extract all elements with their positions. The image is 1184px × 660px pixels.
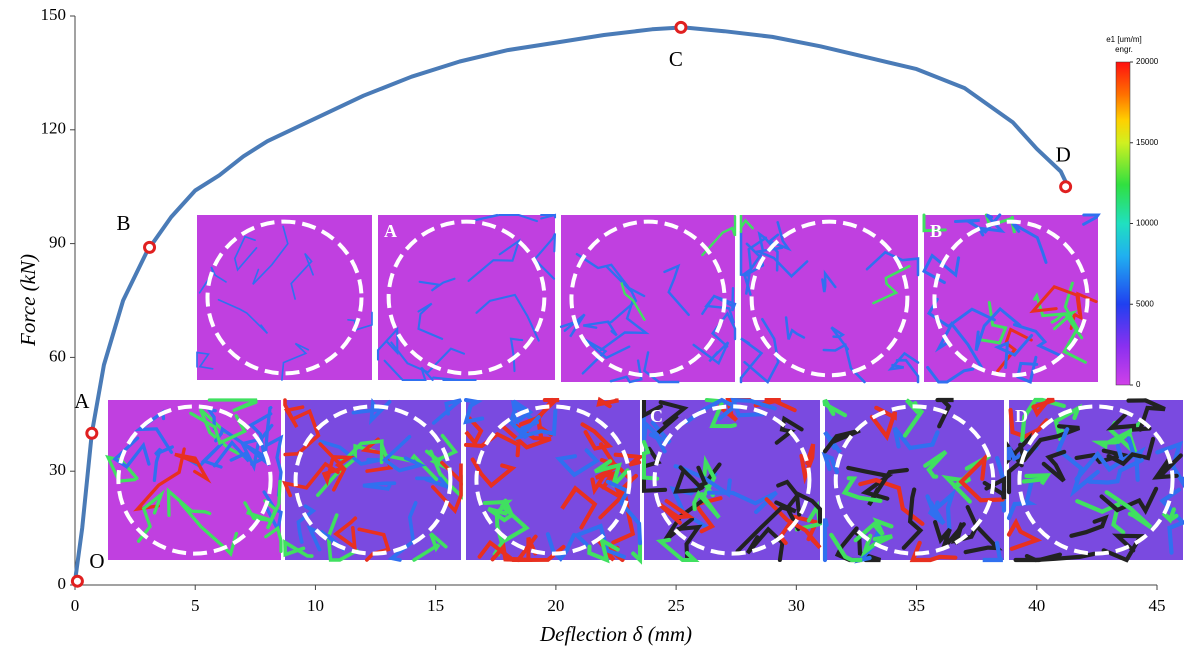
chart: Force (kN) Deflection δ (mm) e1 [um/m] e… (0, 0, 1184, 655)
y-tick-label: 60 (49, 346, 66, 365)
inset-background (378, 215, 555, 380)
point-marker (72, 576, 82, 586)
inset-image: C (644, 400, 820, 560)
inset-image (466, 400, 640, 560)
x-tick-label: 35 (908, 596, 925, 615)
point-label: C (669, 47, 683, 71)
x-axis-label: Deflection δ (mm) (539, 622, 692, 646)
y-tick-label: 0 (58, 574, 67, 593)
inset-image (285, 400, 461, 560)
x-tick-label: 5 (191, 596, 200, 615)
inset-image (561, 215, 735, 382)
point-label: D (1056, 143, 1071, 167)
inset-image (108, 400, 281, 560)
colorbar (1116, 62, 1130, 385)
colorbar-tick-label: 20000 (1136, 57, 1159, 66)
x-tick-label: 10 (307, 596, 324, 615)
colorbar-tick-label: 0 (1136, 380, 1141, 389)
y-axis-label: Force (kN) (16, 254, 40, 347)
point-marker (145, 242, 155, 252)
point-marker (676, 22, 686, 32)
point-marker (1061, 182, 1071, 192)
x-tick-label: 45 (1149, 596, 1166, 615)
y-tick-label: 30 (49, 460, 66, 479)
y-tick-label: 120 (41, 119, 67, 138)
x-tick-label: 40 (1028, 596, 1045, 615)
inset-label: B (930, 221, 942, 241)
inset-image: D (1009, 400, 1183, 560)
inset-image (741, 215, 918, 382)
inset-label: C (650, 406, 663, 426)
inset-label: D (1015, 406, 1028, 426)
inset-image: B (924, 215, 1098, 382)
x-tick-label: 30 (788, 596, 805, 615)
inset-image (197, 215, 372, 380)
x-tick-label: 25 (668, 596, 685, 615)
inset-image (825, 400, 1004, 560)
inset-label: A (384, 221, 397, 241)
colorbar-title: e1 [um/m] (1106, 35, 1142, 44)
x-tick-label: 20 (547, 596, 564, 615)
point-marker (87, 428, 97, 438)
x-tick-label: 15 (427, 596, 444, 615)
colorbar-tick-label: 10000 (1136, 219, 1159, 228)
crack (825, 519, 827, 560)
point-label: A (74, 389, 90, 413)
colorbar-subtitle: engr. (1115, 45, 1133, 54)
colorbar-tick-label: 5000 (1136, 299, 1154, 308)
y-tick-label: 150 (41, 5, 67, 24)
inset-image: A (378, 215, 555, 380)
point-label: B (117, 211, 131, 235)
y-tick-label: 90 (49, 233, 66, 252)
colorbar-tick-label: 15000 (1136, 138, 1159, 147)
x-tick-label: 0 (71, 596, 80, 615)
inset-background (197, 215, 372, 380)
point-label: O (89, 549, 104, 573)
